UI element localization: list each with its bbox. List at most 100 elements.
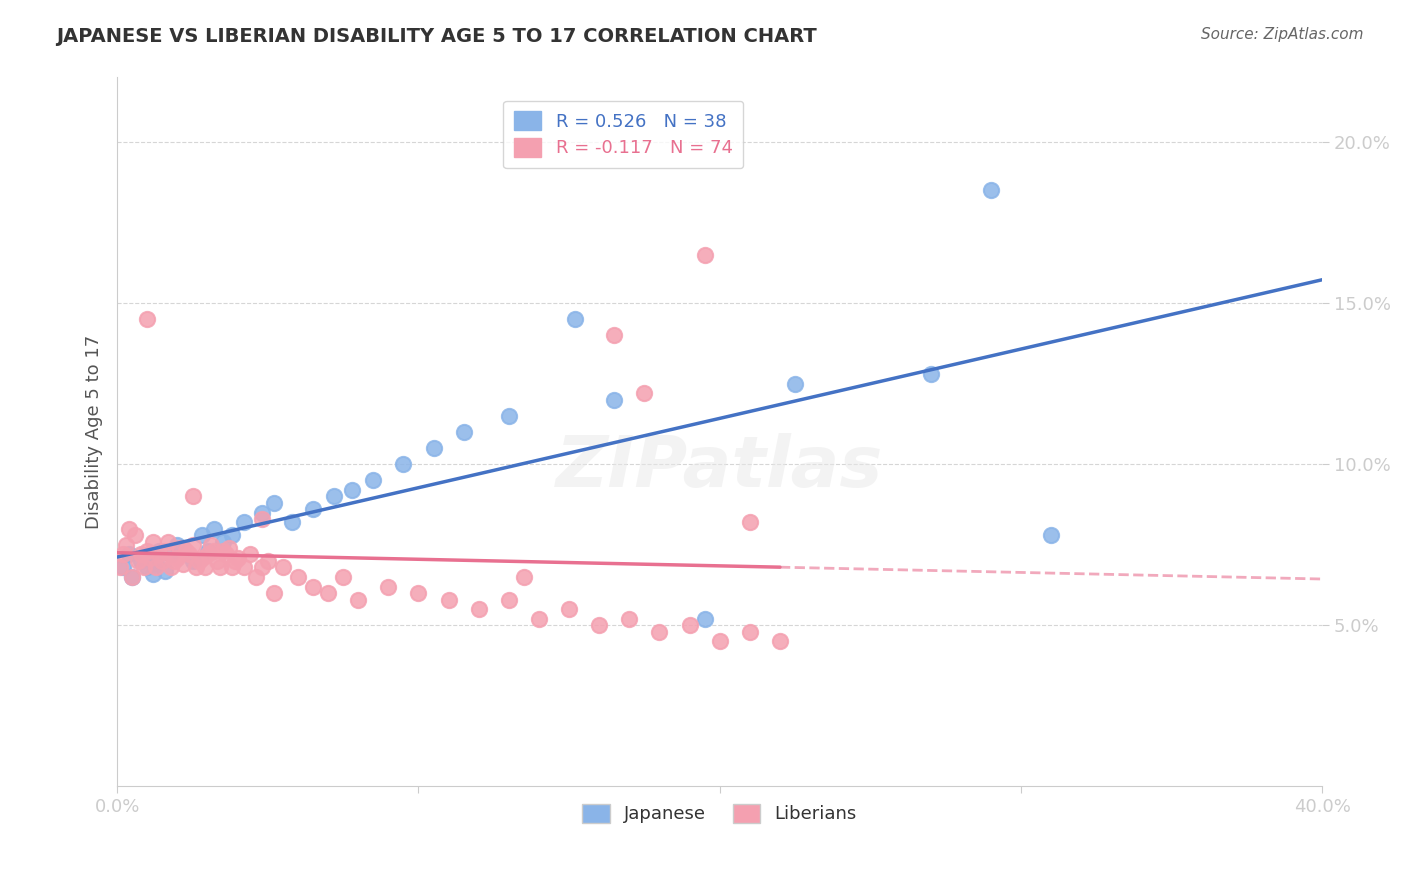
Point <box>163 554 186 568</box>
Point <box>172 557 194 571</box>
Point <box>129 554 152 568</box>
Point <box>619 612 641 626</box>
Point <box>181 490 204 504</box>
Point <box>347 592 370 607</box>
Point <box>633 386 655 401</box>
Point <box>377 580 399 594</box>
Point <box>202 522 225 536</box>
Point <box>112 548 135 562</box>
Point <box>603 392 626 407</box>
Point <box>139 550 162 565</box>
Point <box>190 550 212 565</box>
Point <box>302 580 325 594</box>
Point <box>205 554 228 568</box>
Point <box>340 483 363 497</box>
Point <box>281 515 304 529</box>
Text: ZIPatlas: ZIPatlas <box>555 433 883 502</box>
Point <box>498 592 520 607</box>
Point <box>232 560 254 574</box>
Point <box>134 560 156 574</box>
Point <box>142 534 165 549</box>
Point <box>239 548 262 562</box>
Point <box>527 612 550 626</box>
Point <box>169 541 191 555</box>
Point <box>197 548 219 562</box>
Point <box>172 541 194 555</box>
Point <box>139 550 162 565</box>
Point <box>184 560 207 574</box>
Point <box>226 550 249 565</box>
Point <box>136 312 159 326</box>
Point <box>920 367 942 381</box>
Point <box>513 570 536 584</box>
Point <box>136 560 159 574</box>
Text: Source: ZipAtlas.com: Source: ZipAtlas.com <box>1201 27 1364 42</box>
Point <box>166 550 188 565</box>
Point <box>221 528 243 542</box>
Point <box>783 376 806 391</box>
Point <box>118 522 141 536</box>
Point <box>250 506 273 520</box>
Point <box>245 570 267 584</box>
Point <box>214 548 236 562</box>
Point <box>127 554 149 568</box>
Point <box>148 548 170 562</box>
Point <box>271 560 294 574</box>
Point <box>202 544 225 558</box>
Point <box>121 570 143 584</box>
Point <box>148 544 170 558</box>
Point <box>193 560 215 574</box>
Point <box>316 586 339 600</box>
Point <box>256 554 278 568</box>
Point <box>218 541 240 555</box>
Point <box>332 570 354 584</box>
Text: JAPANESE VS LIBERIAN DISABILITY AGE 5 TO 17 CORRELATION CHART: JAPANESE VS LIBERIAN DISABILITY AGE 5 TO… <box>56 27 817 45</box>
Point <box>232 515 254 529</box>
Point <box>738 624 761 639</box>
Point <box>118 548 141 562</box>
Point <box>693 612 716 626</box>
Point <box>208 560 231 574</box>
Point <box>121 570 143 584</box>
Point <box>221 560 243 574</box>
Point <box>224 554 246 568</box>
Y-axis label: Disability Age 5 to 17: Disability Age 5 to 17 <box>86 334 103 529</box>
Point <box>190 528 212 542</box>
Point <box>250 560 273 574</box>
Point <box>693 248 716 262</box>
Point <box>467 602 489 616</box>
Point <box>980 183 1002 197</box>
Point <box>392 457 415 471</box>
Point <box>200 538 222 552</box>
Point <box>437 592 460 607</box>
Point <box>129 548 152 562</box>
Point <box>155 564 177 578</box>
Point <box>187 554 209 568</box>
Point <box>287 570 309 584</box>
Point <box>498 409 520 423</box>
Point <box>323 490 346 504</box>
Point <box>564 312 586 326</box>
Point <box>157 534 180 549</box>
Point <box>211 534 233 549</box>
Point <box>302 502 325 516</box>
Point <box>145 557 167 571</box>
Point <box>136 544 159 558</box>
Point <box>422 441 444 455</box>
Point <box>112 560 135 574</box>
Point <box>166 538 188 552</box>
Point <box>738 515 761 529</box>
Point <box>1040 528 1063 542</box>
Point <box>160 548 183 562</box>
Point <box>603 328 626 343</box>
Point <box>160 560 183 574</box>
Point <box>108 560 131 574</box>
Point <box>145 560 167 574</box>
Point <box>588 618 610 632</box>
Point <box>124 528 146 542</box>
Point <box>709 634 731 648</box>
Point <box>263 496 285 510</box>
Point <box>197 544 219 558</box>
Point <box>142 566 165 581</box>
Point <box>181 554 204 568</box>
